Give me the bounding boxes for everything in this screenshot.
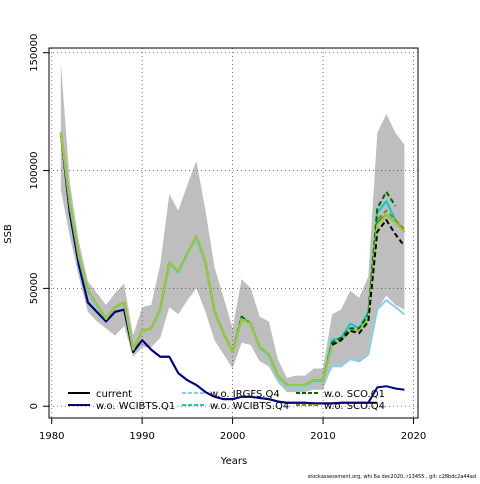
series-line: [331, 219, 406, 346]
footer-credit: stockassessment.org, whi 6a dec2020, r13…: [308, 474, 476, 480]
x-tick-label: 2010: [310, 431, 335, 442]
grid-layer: [49, 48, 418, 418]
legend-label: w.o. SCO.Q4: [324, 401, 385, 412]
legend-label: w.o. SCO.Q1: [324, 389, 385, 400]
x-tick-label: 2000: [220, 431, 245, 442]
plot-frame: [48, 47, 419, 419]
y-tick-label: 100000: [29, 151, 40, 189]
legend-label: w.o. IRGFS.Q4: [210, 389, 280, 400]
confidence-band: [60, 62, 405, 393]
axis-layer: 1980 1990 2000 2010 2020 0 50000 100000 150000: [29, 34, 426, 442]
x-tick-label: 2020: [401, 431, 426, 442]
legend-label: w.o. WCIBTS.Q1: [96, 401, 175, 412]
confidence-band-layer: [60, 62, 405, 393]
y-axis-title: SSB: [3, 224, 14, 244]
series-line: [59, 132, 405, 405]
y-tick-label: 50000: [29, 272, 40, 304]
x-tick-label: 1980: [39, 431, 64, 442]
x-axis-title: Years: [220, 456, 247, 467]
legend-label: w.o. WCIBTS.Q4: [210, 401, 289, 412]
y-tick-label: 0: [29, 403, 40, 409]
legend-label: current: [96, 389, 132, 400]
y-tick-label: 150000: [29, 34, 40, 72]
x-tick-label: 1990: [129, 431, 154, 442]
series-layer: [59, 132, 406, 405]
legend: current w.o. IRGFS.Q4 w.o. SCO.Q1 w.o. WCIB…: [68, 389, 385, 412]
